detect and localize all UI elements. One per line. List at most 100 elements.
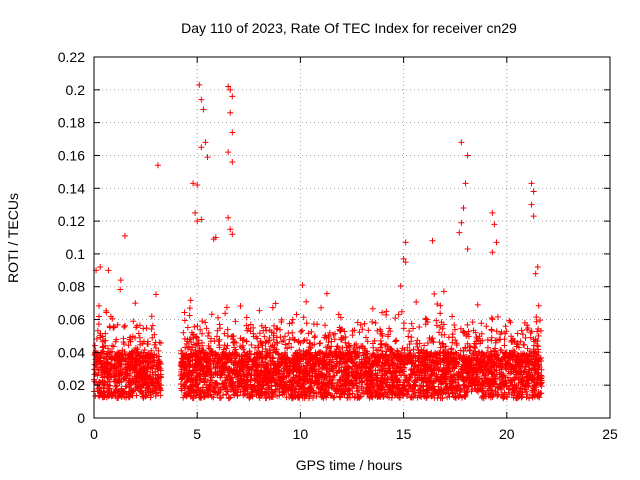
- data-point: [475, 388, 482, 395]
- data-point: [141, 347, 148, 354]
- data-point: [480, 393, 487, 400]
- data-point: [121, 323, 128, 330]
- data-point: [437, 302, 444, 309]
- data-point: [106, 382, 113, 389]
- data-point: [247, 321, 254, 328]
- data-point: [306, 386, 313, 393]
- data-point: [451, 365, 458, 372]
- data-point: [443, 353, 450, 360]
- data-point: [338, 383, 345, 390]
- data-point: [433, 359, 440, 366]
- data-point: [279, 384, 286, 391]
- data-point: [157, 392, 164, 399]
- data-point: [493, 328, 500, 335]
- data-point: [535, 388, 542, 395]
- data-point: [258, 340, 265, 347]
- data-point: [532, 356, 539, 363]
- data-point: [308, 328, 315, 335]
- data-point: [532, 336, 539, 343]
- data-point: [259, 375, 266, 382]
- data-point: [463, 377, 470, 384]
- data-point: [379, 332, 386, 339]
- data-point: [121, 322, 128, 329]
- data-point: [419, 352, 426, 359]
- data-point: [422, 350, 429, 357]
- data-point: [194, 387, 201, 394]
- data-point: [231, 338, 238, 345]
- data-point: [111, 324, 118, 331]
- data-point: [502, 355, 509, 362]
- data-point: [336, 377, 343, 384]
- data-point: [375, 346, 381, 353]
- data-point: [343, 382, 350, 389]
- data-point: [537, 317, 544, 324]
- data-point: [211, 388, 218, 395]
- data-point: [428, 377, 435, 384]
- data-point: [92, 342, 99, 349]
- data-point: [412, 357, 419, 364]
- data-point: [227, 86, 234, 93]
- data-point: [223, 345, 230, 352]
- data-point: [493, 351, 500, 358]
- data-point: [364, 376, 371, 383]
- data-point: [469, 350, 476, 357]
- data-point: [285, 340, 292, 347]
- data-point: [100, 385, 107, 392]
- y-tick-label: 0.14: [58, 180, 85, 196]
- data-point: [272, 300, 279, 307]
- data-point: [229, 129, 236, 136]
- data-point: [194, 381, 201, 388]
- data-point: [200, 349, 207, 356]
- data-point: [154, 162, 161, 169]
- data-point: [488, 351, 495, 358]
- data-point: [445, 356, 452, 363]
- chart-title: Day 110 of 2023, Rate Of TEC Index for r…: [181, 20, 517, 36]
- data-point: [157, 340, 164, 347]
- data-point: [478, 349, 485, 356]
- data-point: [254, 335, 261, 342]
- data-point: [387, 328, 394, 335]
- data-point: [374, 327, 381, 334]
- data-point: [274, 325, 281, 332]
- data-point: [522, 363, 529, 370]
- data-point: [304, 375, 311, 382]
- data-point: [247, 391, 254, 398]
- data-point: [272, 348, 279, 355]
- data-point: [247, 355, 254, 362]
- data-point: [451, 326, 458, 333]
- data-point: [199, 384, 206, 391]
- data-point: [449, 313, 456, 320]
- data-point: [293, 311, 300, 318]
- data-point: [416, 355, 423, 362]
- data-point: [267, 343, 274, 350]
- data-point: [482, 371, 489, 378]
- data-point: [449, 357, 456, 364]
- data-point: [297, 383, 304, 390]
- data-point: [260, 375, 267, 382]
- data-point: [480, 359, 487, 366]
- data-point: [207, 377, 214, 384]
- data-point: [202, 319, 209, 326]
- data-point: [466, 347, 473, 354]
- data-point: [526, 395, 533, 402]
- data-point: [203, 325, 210, 332]
- data-point: [483, 366, 490, 373]
- data-point: [381, 375, 388, 382]
- data-point: [149, 322, 156, 329]
- data-point: [388, 394, 395, 401]
- data-point: [468, 357, 475, 364]
- data-point: [268, 393, 275, 400]
- data-point: [223, 391, 230, 398]
- y-tick-label: 0.04: [58, 344, 85, 360]
- data-point: [384, 367, 391, 374]
- data-point: [394, 354, 401, 361]
- data-point: [275, 351, 282, 358]
- data-point: [458, 394, 465, 401]
- data-point: [374, 393, 381, 400]
- data-point: [523, 374, 530, 381]
- data-point: [535, 302, 542, 309]
- data-point: [369, 371, 376, 378]
- data-point: [364, 380, 371, 387]
- data-point: [403, 358, 410, 365]
- data-point: [178, 376, 185, 383]
